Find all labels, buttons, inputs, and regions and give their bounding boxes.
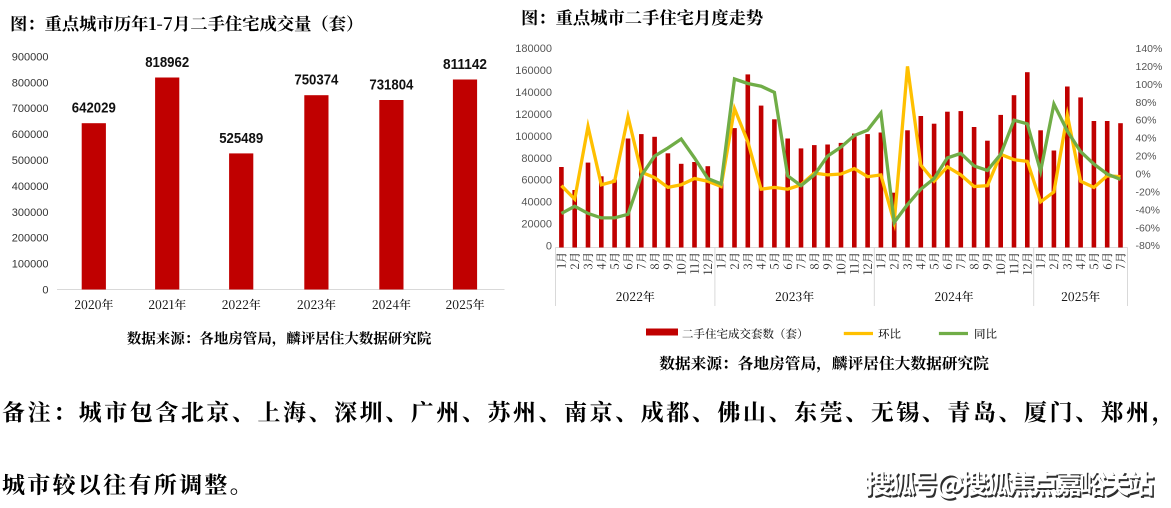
svg-text:80000: 80000 xyxy=(521,153,552,165)
svg-text:80%: 80% xyxy=(1136,97,1157,109)
svg-text:818962: 818962 xyxy=(145,54,189,71)
svg-text:-40%: -40% xyxy=(1136,204,1161,216)
svg-text:-60%: -60% xyxy=(1136,222,1161,234)
svg-text:0%: 0% xyxy=(1136,169,1151,181)
svg-text:800000: 800000 xyxy=(12,77,49,89)
svg-text:-80%: -80% xyxy=(1136,240,1161,252)
svg-text:60000: 60000 xyxy=(521,175,552,187)
svg-text:500000: 500000 xyxy=(12,155,49,167)
svg-text:160000: 160000 xyxy=(515,65,552,77)
svg-text:525489: 525489 xyxy=(219,130,263,147)
svg-text:811142: 811142 xyxy=(443,56,487,73)
svg-text:60%: 60% xyxy=(1136,115,1157,127)
svg-text:900000: 900000 xyxy=(12,52,49,64)
svg-text:20%: 20% xyxy=(1136,151,1157,163)
svg-text:700000: 700000 xyxy=(12,103,49,115)
svg-text:750374: 750374 xyxy=(294,72,339,89)
svg-text:731804: 731804 xyxy=(369,77,414,94)
svg-text:300000: 300000 xyxy=(12,207,49,219)
svg-text:20000: 20000 xyxy=(521,219,552,231)
svg-text:100000: 100000 xyxy=(12,259,49,271)
svg-text:100%: 100% xyxy=(1136,79,1163,91)
svg-text:40%: 40% xyxy=(1136,133,1157,145)
svg-text:100000: 100000 xyxy=(515,131,552,143)
svg-text:180000: 180000 xyxy=(515,43,552,55)
svg-text:120%: 120% xyxy=(1136,61,1163,73)
svg-text:-20%: -20% xyxy=(1136,186,1161,198)
svg-text:642029: 642029 xyxy=(72,100,116,117)
svg-text:600000: 600000 xyxy=(12,129,49,141)
svg-text:140%: 140% xyxy=(1136,43,1163,55)
svg-text:400000: 400000 xyxy=(12,181,49,193)
svg-text:40000: 40000 xyxy=(521,197,552,209)
svg-text:200000: 200000 xyxy=(12,233,49,245)
svg-text:0: 0 xyxy=(546,240,552,252)
svg-text:0: 0 xyxy=(42,284,48,296)
svg-text:140000: 140000 xyxy=(515,87,552,99)
svg-text:120000: 120000 xyxy=(515,109,552,121)
